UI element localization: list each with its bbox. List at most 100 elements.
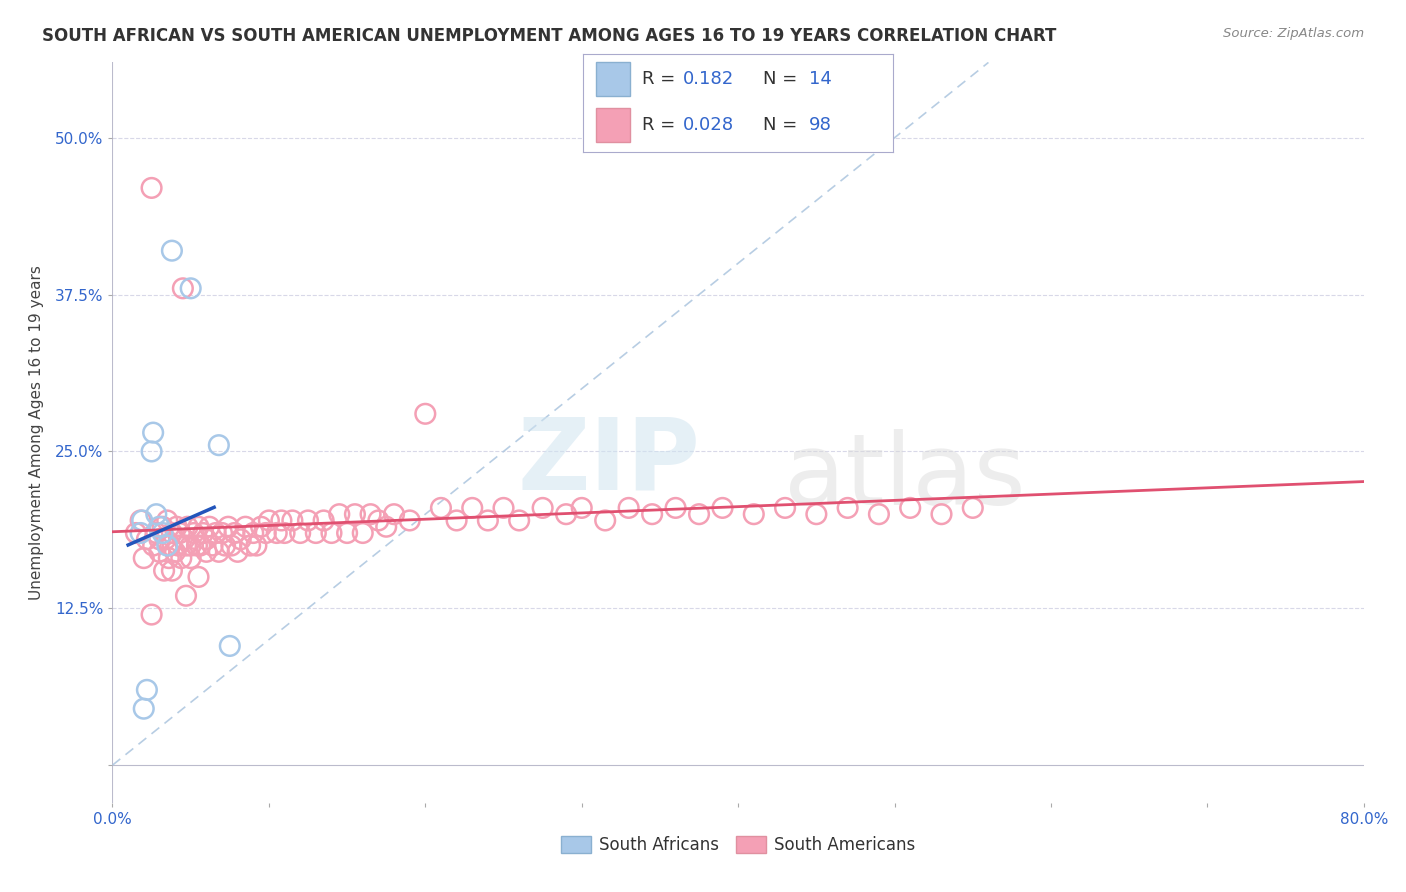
FancyBboxPatch shape	[596, 62, 630, 95]
Point	[132, 701, 155, 715]
Text: atlas: atlas	[785, 428, 1026, 525]
Point	[398, 513, 420, 527]
Point	[160, 564, 183, 578]
Point	[336, 526, 359, 541]
Point	[214, 539, 236, 553]
Point	[242, 526, 264, 541]
Point	[132, 551, 155, 566]
Point	[188, 539, 211, 553]
Point	[166, 520, 188, 534]
Point	[163, 545, 186, 559]
Point	[742, 507, 765, 521]
Point	[224, 526, 246, 541]
Point	[415, 407, 437, 421]
Text: 0.182: 0.182	[682, 70, 734, 88]
Text: SOUTH AFRICAN VS SOUTH AMERICAN UNEMPLOYMENT AMONG AGES 16 TO 19 YEARS CORRELATI: SOUTH AFRICAN VS SOUTH AMERICAN UNEMPLOY…	[42, 27, 1056, 45]
Point	[235, 520, 257, 534]
Text: 98: 98	[810, 116, 832, 134]
Point	[176, 520, 198, 534]
Point	[187, 570, 209, 584]
Point	[129, 513, 152, 527]
Point	[145, 526, 167, 541]
Point	[343, 507, 366, 521]
Text: Source: ZipAtlas.com: Source: ZipAtlas.com	[1223, 27, 1364, 40]
Point	[305, 526, 328, 541]
Point	[273, 526, 295, 541]
Point	[617, 500, 640, 515]
Point	[664, 500, 686, 515]
Point	[229, 533, 252, 547]
Point	[290, 526, 312, 541]
Point	[221, 539, 243, 553]
Point	[187, 520, 209, 534]
Point	[641, 507, 664, 521]
Point	[430, 500, 453, 515]
Y-axis label: Unemployment Among Ages 16 to 19 years: Unemployment Among Ages 16 to 19 years	[30, 265, 44, 600]
Point	[156, 539, 179, 553]
Point	[531, 500, 554, 515]
Point	[773, 500, 796, 515]
Point	[281, 513, 304, 527]
Point	[148, 520, 170, 534]
Point	[868, 507, 890, 521]
Point	[837, 500, 859, 515]
Text: 14: 14	[810, 70, 832, 88]
Point	[167, 539, 190, 553]
FancyBboxPatch shape	[596, 109, 630, 142]
Point	[266, 526, 288, 541]
Point	[135, 682, 157, 697]
Point	[173, 533, 195, 547]
Point	[152, 520, 174, 534]
Point	[508, 513, 530, 527]
Point	[195, 533, 218, 547]
Point	[297, 513, 319, 527]
Point	[170, 551, 193, 566]
Point	[226, 545, 249, 559]
Point	[208, 545, 231, 559]
Point	[898, 500, 921, 515]
Point	[198, 520, 221, 534]
Point	[186, 539, 208, 553]
Point	[152, 526, 174, 541]
Point	[169, 526, 191, 541]
Point	[160, 244, 183, 258]
Point	[174, 539, 197, 553]
Point	[211, 526, 233, 541]
Point	[593, 513, 616, 527]
Point	[571, 500, 593, 515]
Point	[257, 513, 280, 527]
Point	[962, 500, 984, 515]
Point	[172, 281, 194, 295]
Point	[367, 513, 389, 527]
Point	[360, 507, 382, 521]
Point	[155, 533, 177, 547]
Point	[492, 500, 515, 515]
Point	[328, 507, 350, 521]
Point	[148, 545, 170, 559]
Text: N =: N =	[763, 70, 803, 88]
Point	[218, 639, 240, 653]
Point	[157, 551, 180, 566]
Point	[131, 513, 153, 527]
Point	[183, 526, 205, 541]
Point	[141, 181, 163, 195]
Text: 0.028: 0.028	[682, 116, 734, 134]
Point	[141, 444, 163, 458]
Point	[174, 589, 197, 603]
Point	[204, 526, 226, 541]
Point	[141, 607, 163, 622]
Point	[159, 539, 181, 553]
Point	[375, 520, 398, 534]
Point	[245, 539, 267, 553]
Point	[477, 513, 499, 527]
Point	[148, 533, 170, 547]
Point	[153, 564, 176, 578]
Point	[321, 526, 343, 541]
Point	[156, 513, 179, 527]
Point	[382, 507, 405, 521]
Legend: South Africans, South Americans: South Africans, South Americans	[554, 830, 922, 861]
Point	[125, 526, 148, 541]
Point	[352, 526, 374, 541]
Text: R =: R =	[643, 70, 682, 88]
Point	[446, 513, 468, 527]
